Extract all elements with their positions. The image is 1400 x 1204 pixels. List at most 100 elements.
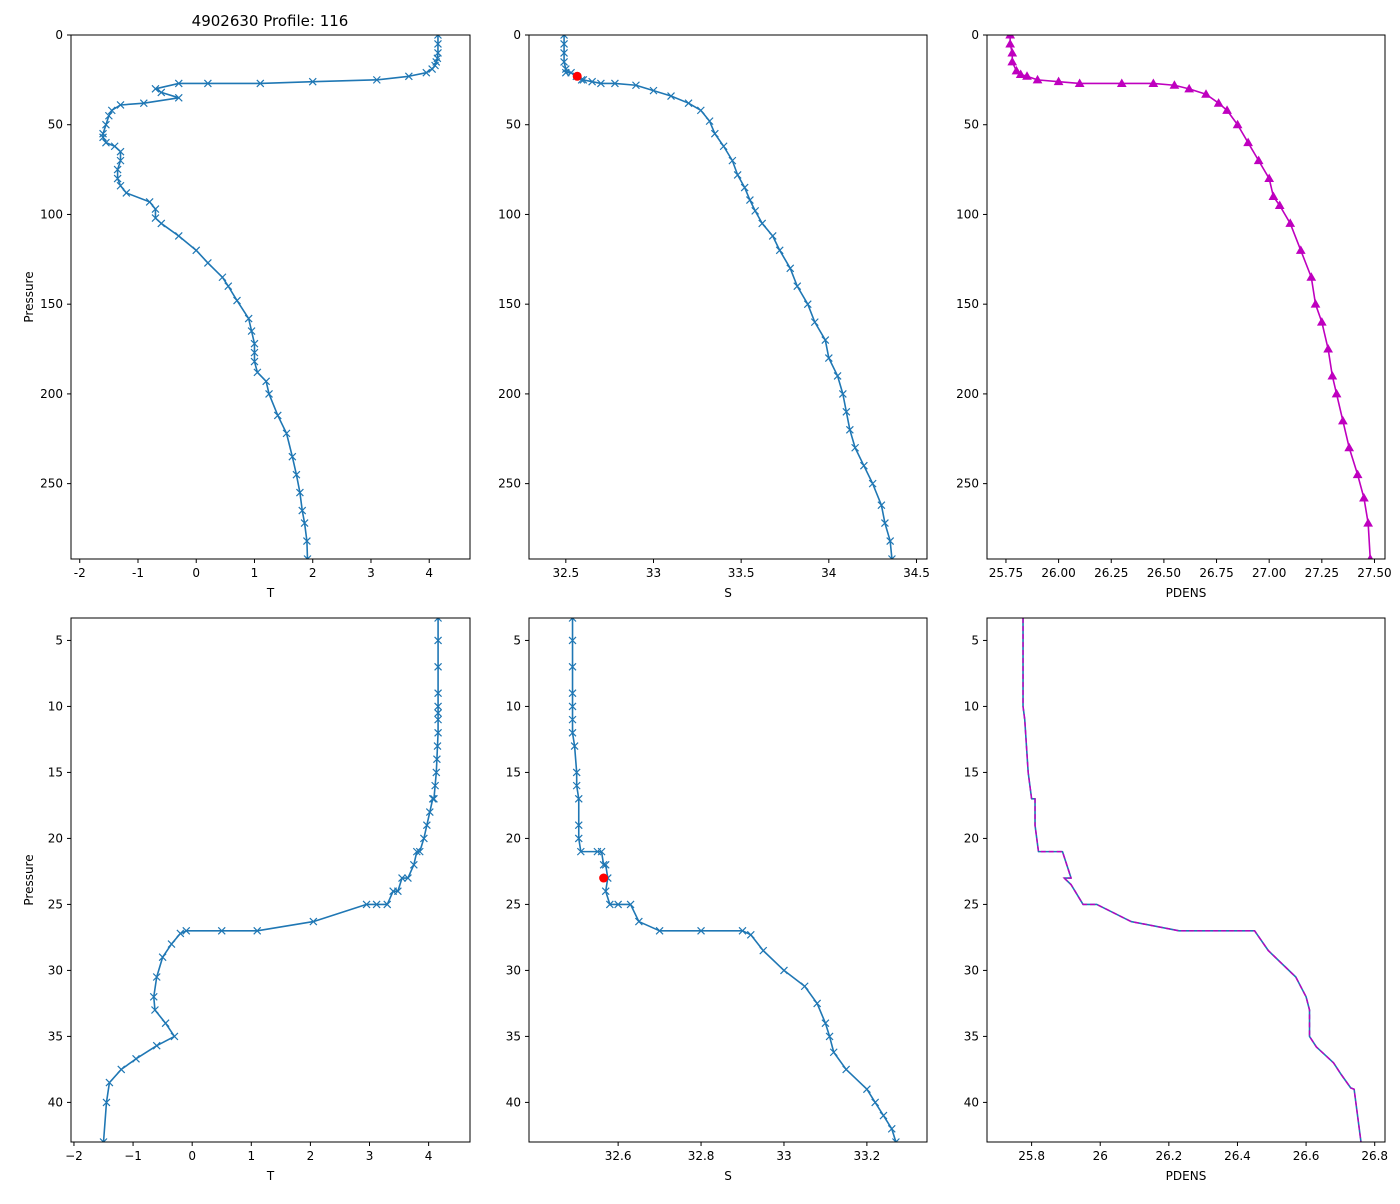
data-point [793,282,802,291]
data-point [1074,78,1085,87]
data-point [434,715,443,724]
data-point [116,156,125,165]
y-tick-label: 10 [48,699,63,713]
data-point [1243,137,1253,147]
data-point [102,138,110,147]
x-tick-label: 0 [192,566,200,580]
data-point [434,709,443,717]
data-point [362,900,371,909]
data-point [309,917,318,926]
y-tick-label: 25 [506,897,521,911]
data-point [192,246,201,255]
data-point [1022,71,1032,80]
data-point [203,79,212,88]
data-point [174,93,183,102]
y-tick-label: 0 [971,28,979,42]
data-point [412,847,421,856]
data-point [262,377,271,386]
data-point [667,92,675,100]
data-point [167,940,176,948]
y-tick-label: 30 [48,963,63,977]
data-point [158,953,167,962]
data-point [879,1111,888,1120]
data-point [568,728,577,737]
data-point [561,65,570,74]
data-point [751,206,760,215]
data-point [1352,469,1363,479]
data-point [838,389,847,398]
data-point [626,900,635,909]
data-point [821,336,830,344]
y-tick-label: 40 [964,1095,979,1109]
data-point [102,1098,111,1107]
data-point [568,618,577,622]
x-axis-label: S [724,586,732,600]
y-tick-label: 35 [964,1029,979,1043]
data-point [560,35,568,39]
x-tick-label: 32.5 [552,566,579,580]
data-point [99,133,107,142]
x-tick-label: 3 [366,1149,374,1163]
flagged-point [572,71,582,81]
y-axis-label: Pressure [22,854,36,905]
axes-frame [528,617,928,1143]
plot-area [99,618,443,1142]
data-point [560,40,568,48]
data-point [829,1048,838,1057]
data-point [282,429,291,438]
data-point [733,171,742,179]
data-point [813,999,822,1008]
data-point [298,506,307,515]
axes-frame [70,34,471,560]
data-point [597,847,606,856]
data-point [372,75,381,84]
data-point [610,79,619,88]
data-point [1295,245,1306,254]
data-point [746,930,755,939]
data-point [132,1054,140,1063]
data-point [425,808,434,816]
data-point [821,1019,830,1028]
data-point [224,282,233,291]
data-point [152,973,161,981]
x-tick-label: 26.4 [1224,1149,1251,1163]
data-point [696,106,705,115]
data-point [1268,191,1279,201]
data-point [719,142,728,151]
data-point [871,1098,880,1107]
x-axis-label: T [266,1169,275,1183]
data-point [568,702,577,711]
data-point [649,86,658,95]
data-point [99,129,107,138]
data-point [599,860,608,869]
x-tick-label: 34.5 [903,566,930,580]
flagged-point [599,873,609,883]
data-point [161,1019,170,1028]
x-tick-label: 27.00 [1252,566,1286,580]
x-tick-label: 0 [188,1149,196,1163]
data-point [1327,370,1338,380]
data-point [568,662,577,671]
x-tick-label: 26.75 [1199,566,1233,580]
y-tick-label: 20 [48,831,63,845]
data-point [1316,317,1327,326]
data-point [203,258,212,267]
y-tick-label: 35 [48,1029,63,1043]
y-tick-label: 5 [971,633,979,647]
data-point [574,821,583,830]
x-tick-label: −1 [124,1149,142,1163]
y-tick-label: 5 [55,633,63,647]
data-point [157,219,166,228]
axes-frame [986,617,1386,1143]
x-tick-label: 32.8 [688,1149,715,1163]
data-point [596,79,605,88]
data-point [434,662,443,671]
y-tick-label: 15 [506,765,521,779]
data-point [568,715,577,724]
y-tick-label: 150 [956,297,979,311]
data-point [888,555,896,559]
data-point [434,40,442,48]
x-tick-label: 33.2 [854,1149,881,1163]
